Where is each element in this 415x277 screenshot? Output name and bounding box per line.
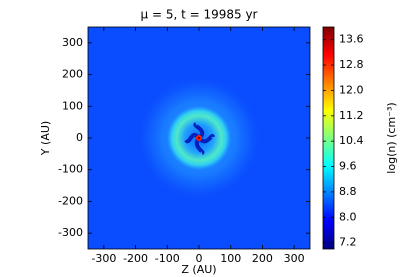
- colorbar-tick-label: 7.2: [339, 236, 357, 249]
- chart-title: μ = 5, t = 19985 yr: [141, 8, 258, 22]
- y-tick-label: 0: [76, 131, 83, 144]
- y-tick-label: 200: [62, 68, 83, 81]
- y-tick-label: -100: [58, 163, 83, 176]
- heatmap-image: [88, 27, 310, 249]
- y-tick-label: 300: [62, 36, 83, 49]
- x-tick-label: 0: [196, 252, 203, 265]
- y-tick-label: -300: [58, 226, 83, 239]
- y-tick-label: -200: [58, 194, 83, 207]
- colorbar-tick-label: 9.6: [339, 160, 357, 173]
- x-tick-label: -100: [155, 252, 180, 265]
- y-axis-label: Y (AU): [39, 121, 52, 156]
- colorbar-tick-label: 10.4: [339, 134, 364, 147]
- x-tick-label: -300: [91, 252, 116, 265]
- x-tick-label: -200: [123, 252, 148, 265]
- x-tick-label: 200: [252, 252, 273, 265]
- colorbar-label: log(n) (cm⁻³): [385, 102, 398, 173]
- colorbar-tick-label: 8.0: [339, 210, 357, 223]
- colorbar-tick-label: 8.8: [339, 185, 357, 198]
- x-tick-label: 300: [284, 252, 305, 265]
- colorbar-tick-label: 12.8: [339, 58, 364, 71]
- colorbar-tick-label: 12.0: [339, 83, 364, 96]
- colorbar: [322, 26, 335, 250]
- y-tick-label: 100: [62, 99, 83, 112]
- x-tick-label: 100: [220, 252, 241, 265]
- x-axis-label: Z (AU): [181, 263, 216, 276]
- colorbar-tick-label: 13.6: [339, 33, 364, 46]
- colorbar-tick-label: 11.2: [339, 109, 364, 122]
